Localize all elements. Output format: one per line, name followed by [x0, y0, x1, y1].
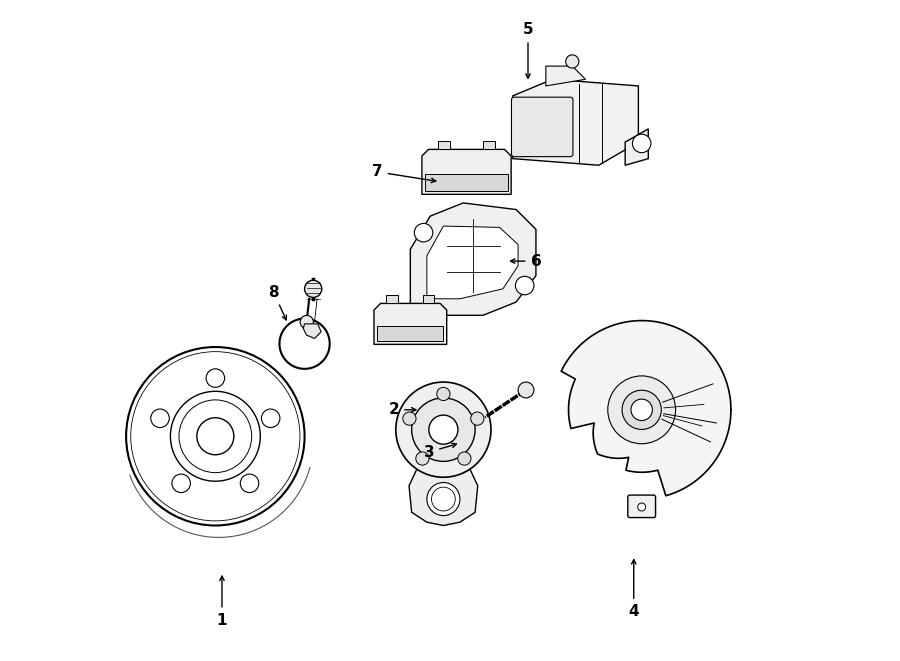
FancyBboxPatch shape: [377, 326, 444, 341]
FancyBboxPatch shape: [386, 295, 398, 303]
Text: 3: 3: [424, 443, 456, 459]
Circle shape: [471, 412, 484, 425]
Polygon shape: [427, 226, 518, 299]
Circle shape: [206, 369, 225, 387]
Polygon shape: [422, 149, 511, 194]
Circle shape: [427, 483, 460, 516]
Circle shape: [428, 415, 458, 444]
Polygon shape: [626, 129, 648, 165]
Polygon shape: [410, 203, 536, 315]
Circle shape: [633, 134, 651, 153]
Circle shape: [304, 280, 322, 297]
FancyBboxPatch shape: [425, 174, 508, 191]
FancyBboxPatch shape: [423, 295, 435, 303]
Circle shape: [414, 223, 433, 242]
Polygon shape: [513, 79, 638, 165]
Circle shape: [622, 390, 662, 430]
FancyBboxPatch shape: [483, 141, 495, 149]
Circle shape: [403, 412, 416, 425]
Circle shape: [416, 452, 429, 465]
Circle shape: [261, 409, 280, 428]
Circle shape: [396, 382, 491, 477]
Circle shape: [411, 398, 475, 461]
Polygon shape: [545, 66, 586, 86]
Circle shape: [436, 387, 450, 401]
FancyBboxPatch shape: [438, 141, 450, 149]
Circle shape: [638, 503, 645, 511]
Circle shape: [458, 452, 471, 465]
Text: 4: 4: [628, 560, 639, 619]
Circle shape: [151, 409, 169, 428]
Polygon shape: [374, 303, 446, 344]
Polygon shape: [303, 324, 321, 338]
Circle shape: [170, 391, 260, 481]
FancyBboxPatch shape: [628, 495, 655, 518]
Circle shape: [631, 399, 652, 420]
Polygon shape: [562, 321, 731, 496]
Text: 2: 2: [389, 403, 416, 417]
Text: 1: 1: [217, 576, 227, 627]
Text: 6: 6: [510, 254, 541, 268]
Circle shape: [516, 276, 534, 295]
Circle shape: [126, 347, 304, 525]
Circle shape: [608, 376, 676, 444]
Text: 7: 7: [372, 165, 436, 182]
Circle shape: [240, 474, 259, 492]
Text: 8: 8: [268, 285, 286, 320]
Circle shape: [301, 315, 313, 329]
FancyBboxPatch shape: [511, 97, 573, 157]
Text: 5: 5: [523, 22, 534, 78]
Polygon shape: [409, 466, 478, 525]
Circle shape: [172, 474, 191, 492]
Circle shape: [431, 487, 455, 511]
Circle shape: [566, 55, 579, 68]
Circle shape: [197, 418, 234, 455]
Circle shape: [518, 382, 534, 398]
